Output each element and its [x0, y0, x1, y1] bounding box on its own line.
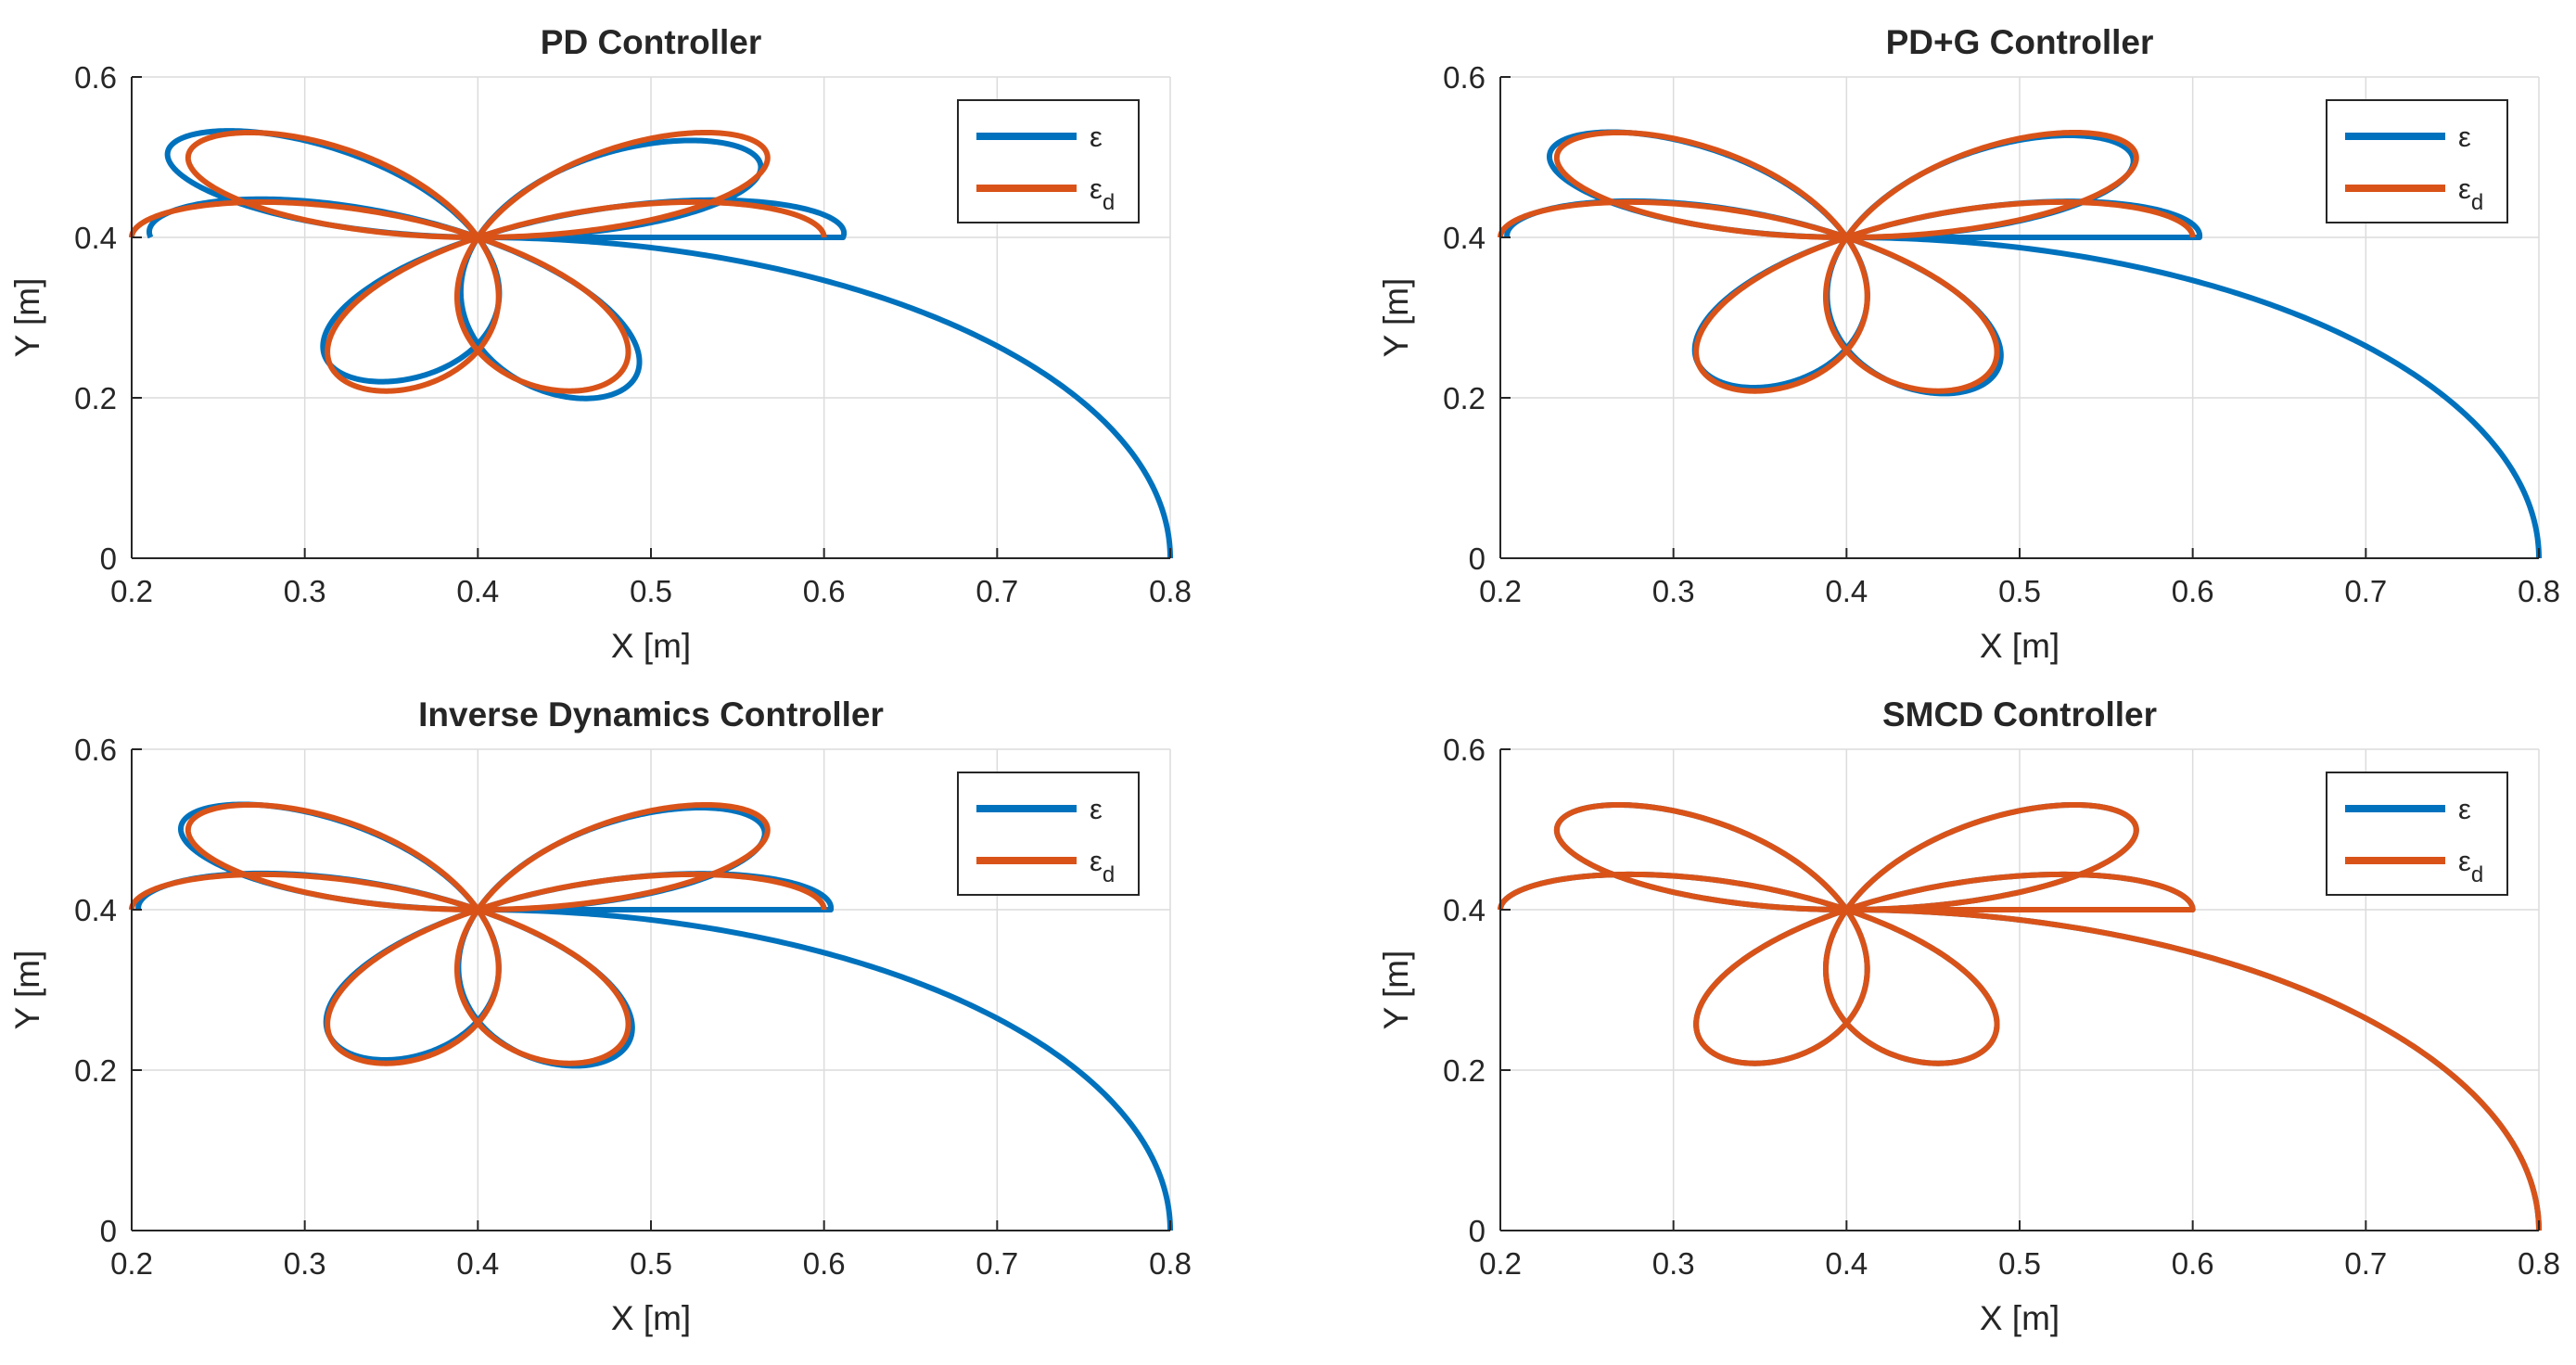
y-tick-label: 0.4: [1443, 221, 1486, 255]
x-tick-label: 0.3: [284, 1246, 326, 1281]
data-layer: [1498, 129, 2542, 559]
x-tick-label: 0.5: [1998, 574, 2041, 608]
x-tick-label: 0.7: [976, 574, 1018, 608]
x-tick-label: 0.3: [1652, 574, 1695, 608]
legend-label-epsilon-d: εd: [2458, 172, 2483, 215]
x-tick-label: 0.5: [1998, 1246, 2041, 1281]
x-tick-label: 0.3: [284, 574, 326, 608]
y-tick-label: 0.4: [74, 221, 117, 255]
x-tick-label: 0.2: [1479, 1246, 1522, 1281]
series-line-epsilon: [146, 128, 1173, 559]
series-line-epsilon: [1504, 129, 2542, 559]
y-tick-label: 0: [1469, 542, 1486, 576]
y-tick-label: 0.2: [74, 1053, 117, 1088]
y-tick-label: 0: [100, 542, 117, 576]
x-axis-label: X [m]: [611, 1299, 691, 1337]
x-tick-label: 0.4: [456, 1246, 499, 1281]
series-line-epsilon-d: [129, 129, 827, 394]
y-tick-label: 0: [1469, 1214, 1486, 1248]
x-tick-label: 0.7: [2344, 1246, 2387, 1281]
x-tick-label: 0.3: [1652, 1246, 1695, 1281]
legend-label-epsilon: ε: [2458, 121, 2471, 153]
x-tick-label: 0.4: [1825, 574, 1868, 608]
y-axis-label: Y [m]: [1377, 278, 1415, 358]
legend-label-epsilon: ε: [1090, 121, 1103, 153]
legend-subscript: d: [2471, 190, 2483, 215]
legend-box: [957, 99, 1140, 223]
legend: ε εd: [2326, 99, 2508, 223]
data-layer: [129, 128, 1173, 559]
x-tick-label: 0.6: [2172, 1246, 2214, 1281]
y-tick-label: 0.6: [1443, 60, 1486, 95]
series-line-epsilon-d: [1498, 129, 2196, 394]
series-line-epsilon-d: [1498, 801, 2542, 1231]
chart-title: Inverse Dynamics Controller: [418, 695, 884, 734]
x-tick-label: 0.7: [976, 1246, 1018, 1281]
x-tick-label: 0.8: [1149, 574, 1192, 608]
x-tick-label: 0.4: [456, 574, 499, 608]
y-tick-label: 0.2: [1443, 1053, 1486, 1088]
x-tick-label: 0.2: [110, 574, 153, 608]
legend-box: [2326, 772, 2508, 896]
x-tick-label: 0.6: [803, 574, 846, 608]
y-axis-label: Y [m]: [8, 278, 46, 358]
y-axis-label: Y [m]: [1377, 950, 1415, 1030]
legend-subscript: d: [1103, 862, 1115, 887]
legend: εεd: [957, 99, 1140, 223]
x-tick-label: 0.7: [2344, 574, 2387, 608]
y-tick-label: 0.4: [1443, 893, 1486, 927]
y-tick-label: 0.2: [1443, 381, 1486, 415]
x-tick-label: 0.8: [2518, 1246, 2560, 1281]
y-tick-label: 0.6: [74, 60, 117, 95]
x-tick-label: 0.6: [2172, 574, 2214, 608]
x-axis-label: X [m]: [1980, 1299, 2060, 1337]
x-tick-label: 0.5: [630, 574, 672, 608]
x-axis-label: X [m]: [611, 627, 691, 665]
y-tick-label: 0.2: [74, 381, 117, 415]
x-tick-label: 0.4: [1825, 1246, 1868, 1281]
data-layer: [1498, 801, 2542, 1231]
subplot-1: 0.2 0.3 0.4 0.5 0.6 0.7 0.800.20.40.6PD Contro…: [8, 23, 1192, 665]
legend-label-epsilon: ε: [1090, 793, 1103, 825]
x-tick-label: 0.2: [110, 1246, 153, 1281]
legend-label-epsilon: ε: [2458, 793, 2471, 825]
legend: εεd: [2326, 772, 2508, 896]
chart-title: PD+G Controller: [1886, 23, 2154, 61]
x-tick-label: 0.5: [630, 1246, 672, 1281]
legend-subscript: d: [2471, 862, 2483, 887]
x-tick-label: 0.2: [1479, 574, 1522, 608]
x-tick-label: 0.8: [1149, 1246, 1192, 1281]
legend-box: [957, 772, 1140, 896]
series-line-epsilon-d: [129, 801, 827, 1066]
legend-subscript: d: [1103, 190, 1115, 215]
y-tick-label: 0.6: [74, 733, 117, 767]
x-tick-label: 0.8: [2518, 574, 2560, 608]
x-tick-label: 0.6: [803, 1246, 846, 1281]
data-layer: [129, 801, 1173, 1231]
y-tick-label: 0.6: [1443, 733, 1486, 767]
chart-title: PD Controller: [541, 23, 761, 61]
legend-box: [2326, 99, 2508, 223]
subplot-2: 0.2 0.3 0.4 0.5 0.6 0.7 0.800.20.40.6PD+G Cont…: [1377, 23, 2560, 665]
y-tick-label: 0: [100, 1214, 117, 1248]
legend: εεd: [957, 772, 1140, 896]
y-tick-label: 0.4: [74, 893, 117, 927]
y-axis-label: Y [m]: [8, 950, 46, 1030]
chart-title: SMCD Controller: [1882, 695, 2157, 734]
x-axis-label: X [m]: [1980, 627, 2060, 665]
series-line-epsilon: [135, 801, 1173, 1231]
